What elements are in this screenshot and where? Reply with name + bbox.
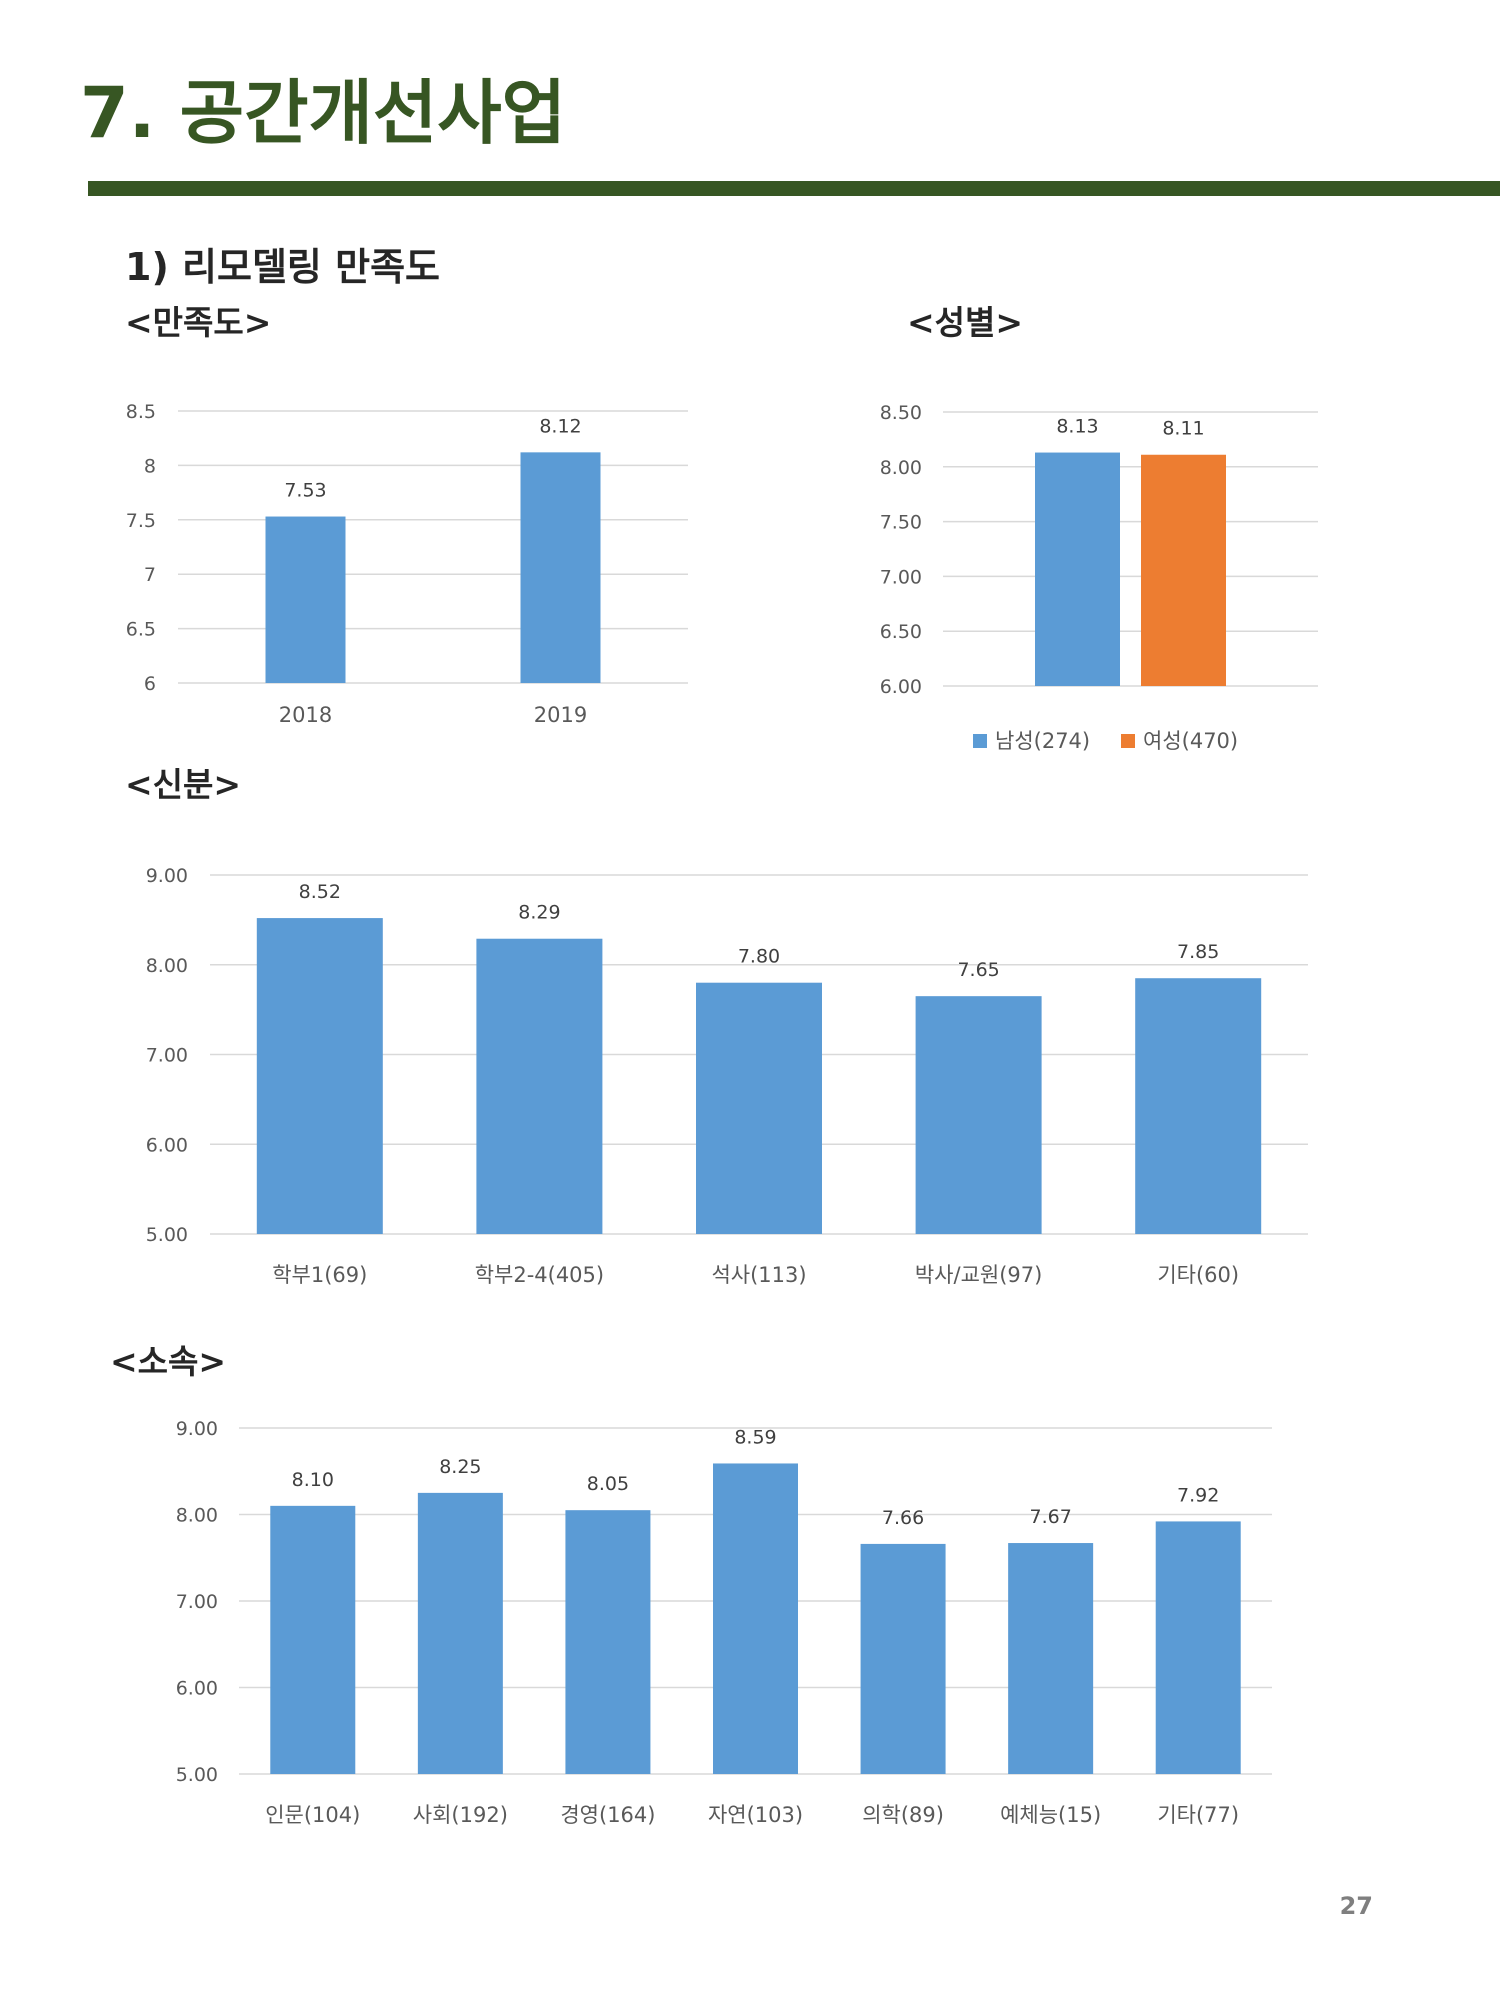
chart-title-gender: <성별> [907,303,1024,342]
bar [520,452,601,683]
section-title: 1) 리모델링 만족도 [125,245,440,289]
y-tick-label: 8.5 [126,401,156,423]
y-tick-label: 6 [144,673,156,695]
x-category-label: 2018 [279,703,332,727]
y-tick-label: 7 [144,564,156,586]
page-number: 27 [1339,1892,1373,1920]
y-tick-label: 7.5 [126,510,156,532]
y-tick-label: 6.5 [126,619,156,641]
chart-title-satisfaction: <만족도> [125,303,272,342]
chart-title-status: <신분> [125,765,242,804]
y-tick-label: 8 [144,455,156,477]
bar [265,516,346,683]
title-rule [88,181,1500,196]
chart-title-affiliation: <소속> [110,1342,227,1381]
x-category-label: 2019 [534,703,587,727]
data-label: 7.53 [284,480,326,502]
page-title: 7. 공간개선사업 [80,72,567,154]
data-label: 8.12 [539,415,581,437]
